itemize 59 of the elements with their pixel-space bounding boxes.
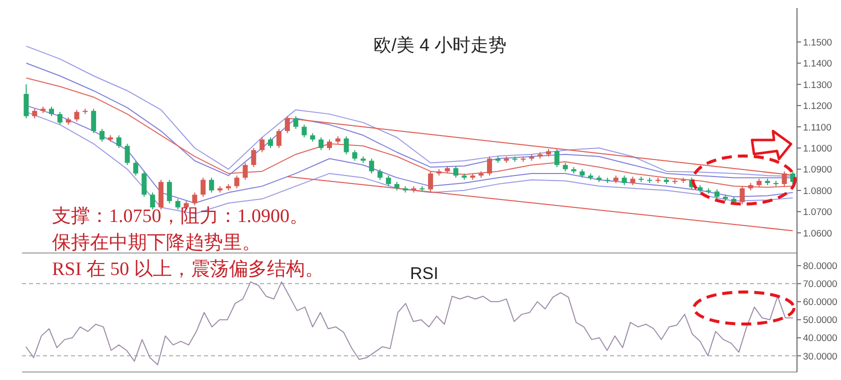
y-tick-label: 40.0000 [803,333,838,344]
y-tick-label: 1.1400 [803,58,832,70]
y-tick-label: 1.1100 [803,122,832,134]
candlestick [453,166,458,178]
candlestick [260,136,265,153]
candlestick [242,162,248,180]
candlestick [487,156,492,176]
candlestick [192,192,198,206]
candlestick [91,108,96,134]
annotation: RSI 在 50 以上，震荡偏多结构。 [52,259,324,280]
candlestick [302,124,307,138]
candlestick [32,108,38,119]
candlestick [24,84,29,119]
candlestick [386,175,391,187]
candlestick [74,109,80,122]
candlestick [48,106,54,117]
text: RSI [410,264,438,283]
candlestick [554,148,560,168]
candlestick [175,198,180,210]
candlestick [166,179,172,204]
candlestick [268,136,274,148]
candlestick [293,116,298,130]
line-series [25,281,794,366]
candlestick [209,177,214,194]
candlestick [200,177,206,198]
candlestick [369,158,374,174]
y-tick-label: 1.0900 [803,164,832,176]
y-tick-label: 1.1500 [803,37,832,48]
candlestick [344,136,349,155]
y-tick-label: 1.1300 [803,80,832,91]
y-tick-label: 80.0000 [803,261,838,272]
y-tick-label: 60.0000 [803,297,838,308]
y-tick-label: 1.0600 [803,228,832,240]
candlestick [622,175,627,186]
candlestick [142,170,147,198]
y-tick-label: 70.0000 [803,279,838,290]
y-tick-label: 1.1200 [803,101,832,112]
candlestick [57,111,62,126]
candlestick [378,168,383,180]
y-tick-label: 1.0800 [803,186,832,197]
y-tick-label: 1.0700 [803,207,832,218]
candlestick [124,143,130,166]
candlestick [133,160,138,176]
candlestick [251,148,256,168]
candlestick [234,175,240,189]
text: 欧/美 4 小时走势 [373,35,507,55]
annotation: 支撑：1.0750，阻力：1.0900。 [52,206,308,227]
candlestick [116,134,122,148]
candlestick [326,139,332,151]
candlestick [276,128,282,148]
candlestick [318,136,324,151]
candlestick [714,188,720,200]
y-tick-label: 50.0000 [803,315,838,326]
y-tick-label: 30.0000 [803,351,838,362]
candlestick [100,128,105,142]
annotation: 保持在中期下降趋势里。 [52,232,261,254]
candlestick [150,192,156,210]
y-tick-label: 1.1000 [803,144,832,154]
candlestick [352,150,358,162]
